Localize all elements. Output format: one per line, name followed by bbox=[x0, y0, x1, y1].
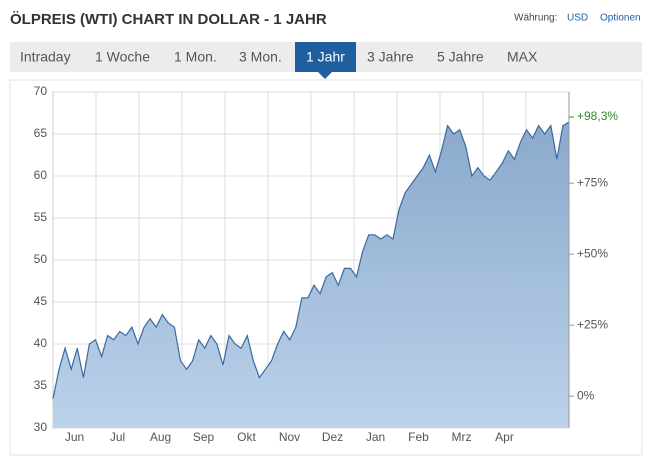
tab[interactable]: MAX bbox=[507, 49, 538, 65]
area-fill bbox=[53, 122, 569, 428]
y-tick-label: 45 bbox=[34, 294, 48, 308]
options-link[interactable]: Optionen bbox=[600, 13, 641, 24]
currency-link[interactable]: USD bbox=[567, 13, 588, 24]
tab[interactable]: 1 Woche bbox=[95, 49, 150, 65]
y-tick-label: 55 bbox=[34, 210, 48, 224]
y-tick-label: 35 bbox=[34, 378, 48, 392]
tab[interactable]: Intraday bbox=[20, 49, 71, 65]
x-tick-label: Mrz bbox=[452, 430, 472, 444]
x-tick-label: Okt bbox=[237, 430, 256, 444]
currency-label: Währung: bbox=[514, 13, 557, 24]
y2-tick-label: +25% bbox=[577, 317, 608, 331]
y2-tick-label: +50% bbox=[577, 246, 608, 260]
y-tick-label: 70 bbox=[34, 84, 48, 98]
tab[interactable]: 3 Jahre bbox=[367, 49, 414, 65]
x-tick-label: Nov bbox=[279, 430, 300, 444]
x-tick-label: Aug bbox=[150, 430, 171, 444]
x-tick-label: Dez bbox=[322, 430, 343, 444]
x-tick-label: Feb bbox=[408, 430, 429, 444]
y-tick-label: 30 bbox=[34, 420, 48, 434]
tab[interactable]: 1 Jahr bbox=[306, 49, 345, 65]
x-tick-label: Jan bbox=[366, 430, 385, 444]
tab[interactable]: 5 Jahre bbox=[437, 49, 484, 65]
chart-frame bbox=[9, 79, 643, 456]
y2-tick-label: 0% bbox=[577, 388, 595, 402]
x-tick-label: Jun bbox=[65, 430, 84, 444]
active-tab-pointer bbox=[318, 72, 332, 79]
x-tick-label: Sep bbox=[193, 430, 215, 444]
tab[interactable]: 1 Mon. bbox=[174, 49, 217, 65]
page-title: ÖLPREIS (WTI) CHART IN DOLLAR - 1 JAHR bbox=[10, 11, 327, 28]
x-tick-label: Jul bbox=[110, 430, 125, 444]
y-tick-label: 65 bbox=[34, 126, 48, 140]
tab[interactable]: 3 Mon. bbox=[239, 49, 282, 65]
last-change-label: +98,3% bbox=[577, 109, 618, 123]
y2-tick-label: +75% bbox=[577, 175, 608, 189]
y-tick-label: 40 bbox=[34, 336, 48, 350]
y-tick-label: 50 bbox=[34, 252, 48, 266]
y-tick-label: 60 bbox=[34, 168, 48, 182]
x-tick-label: Apr bbox=[495, 430, 514, 444]
active-tab bbox=[295, 42, 356, 72]
price-line bbox=[52, 121, 570, 399]
